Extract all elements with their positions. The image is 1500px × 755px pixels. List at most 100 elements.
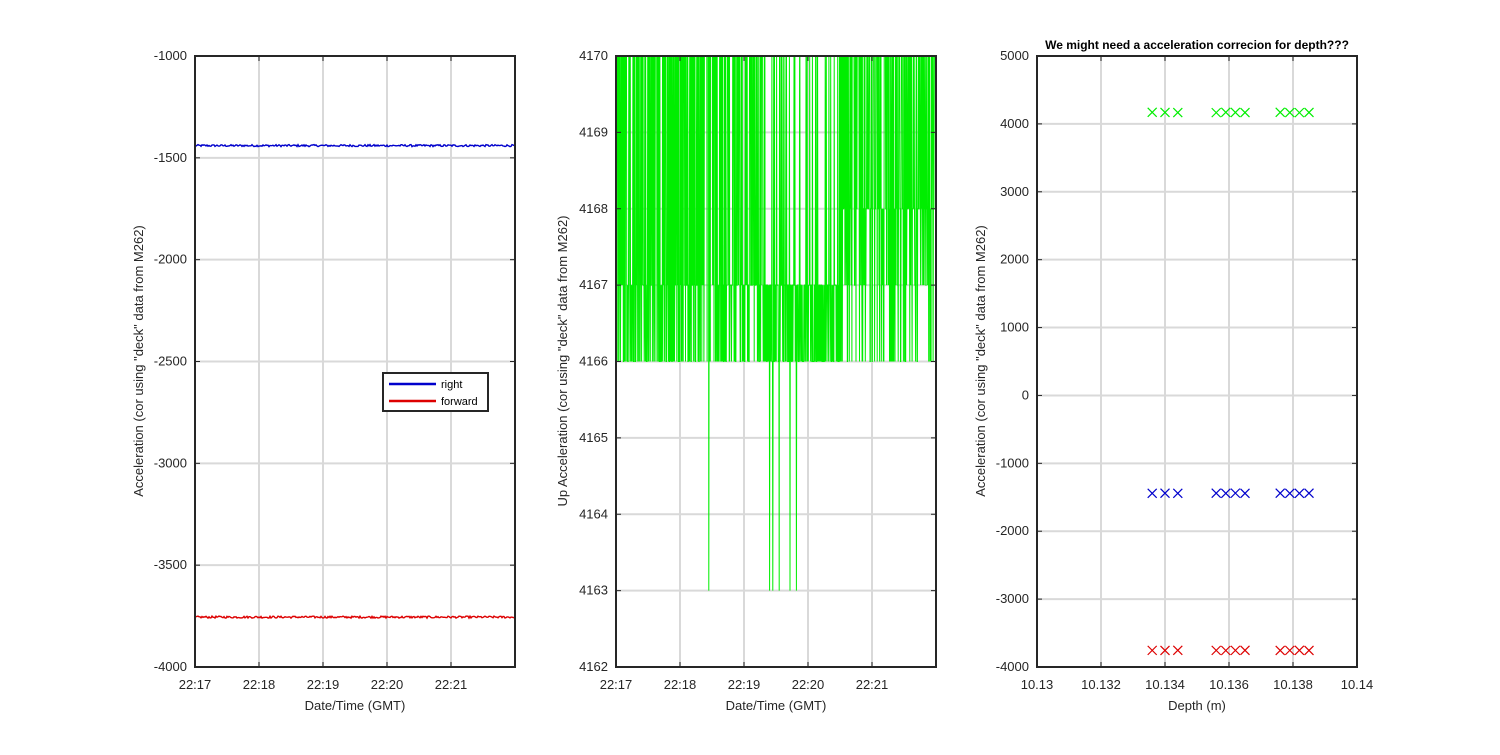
series-line-forward bbox=[194, 614, 516, 620]
marker-stroke bbox=[1147, 488, 1158, 499]
marker-stroke bbox=[1230, 107, 1241, 118]
marker-stroke bbox=[1147, 645, 1158, 656]
scatter-marker bbox=[1304, 107, 1314, 118]
y-tick-label: -3000 bbox=[996, 591, 1029, 606]
marker-stroke bbox=[1160, 107, 1170, 118]
marker-stroke bbox=[1275, 107, 1286, 118]
marker-stroke bbox=[1304, 645, 1314, 656]
scatter-marker bbox=[1211, 107, 1222, 118]
y-tick-label: 4164 bbox=[579, 506, 608, 521]
scatter-marker bbox=[1240, 488, 1250, 499]
scatter-marker bbox=[1284, 107, 1295, 118]
scatter-marker bbox=[1211, 645, 1222, 656]
scatter-marker bbox=[1160, 107, 1170, 118]
marker-stroke bbox=[1172, 107, 1183, 118]
scatter-marker bbox=[1172, 107, 1183, 118]
marker-stroke bbox=[1230, 645, 1241, 656]
x-tick-label: 22:18 bbox=[664, 677, 697, 692]
series-line-right bbox=[194, 143, 516, 148]
panel-3-xlabel: Depth (m) bbox=[1168, 698, 1226, 713]
panel-1-ylabel: Acceleration (cor using "deck" data from… bbox=[131, 225, 146, 497]
x-tick-label: 10.136 bbox=[1209, 677, 1249, 692]
marker-stroke bbox=[1172, 488, 1183, 499]
marker-stroke bbox=[1220, 488, 1231, 499]
y-tick-label: -3000 bbox=[154, 455, 187, 470]
y-tick-label: 3000 bbox=[1000, 184, 1029, 199]
scatter-marker bbox=[1230, 645, 1241, 656]
x-tick-label: 22:17 bbox=[179, 677, 212, 692]
y-tick-label: 4170 bbox=[579, 48, 608, 63]
x-tick-label: 22:19 bbox=[307, 677, 340, 692]
x-tick-label: 22:21 bbox=[856, 677, 889, 692]
y-tick-label: 4162 bbox=[579, 659, 608, 674]
scatter-marker bbox=[1294, 107, 1305, 118]
panel-2-up-acceleration: 22:17 22:18 22:19 22:20 22:21 4170 4169 4168 416… bbox=[555, 48, 937, 713]
marker-stroke bbox=[1294, 645, 1305, 656]
marker-stroke bbox=[1240, 645, 1250, 656]
scatter-marker bbox=[1240, 645, 1250, 656]
panel-3-grid bbox=[1037, 56, 1357, 667]
x-tick-label: 22:20 bbox=[792, 677, 825, 692]
marker-stroke bbox=[1211, 488, 1222, 499]
panel-1-ticks: 22:17 22:18 22:19 22:20 22:21 -1000 -1500 -2000… bbox=[154, 48, 515, 692]
scatter-marker bbox=[1147, 488, 1158, 499]
scatter-marker bbox=[1275, 107, 1286, 118]
scatter-marker bbox=[1284, 645, 1295, 656]
y-tick-label: -1000 bbox=[154, 48, 187, 63]
y-tick-label: -2000 bbox=[996, 523, 1029, 538]
marker-stroke bbox=[1304, 488, 1314, 499]
y-tick-label: 4169 bbox=[579, 124, 608, 139]
scatter-marker bbox=[1275, 488, 1286, 499]
panel-2-ticks: 22:17 22:18 22:19 22:20 22:21 4170 4169 4168 416… bbox=[579, 48, 936, 692]
x-tick-label: 22:19 bbox=[728, 677, 761, 692]
y-tick-label: -4000 bbox=[996, 659, 1029, 674]
marker-stroke bbox=[1275, 645, 1286, 656]
marker-stroke bbox=[1284, 645, 1295, 656]
marker-stroke bbox=[1294, 488, 1305, 499]
panel-1-grid bbox=[195, 56, 515, 667]
y-tick-label: 5000 bbox=[1000, 48, 1029, 63]
scatter-marker bbox=[1230, 488, 1241, 499]
y-tick-label: -1000 bbox=[996, 455, 1029, 470]
marker-stroke bbox=[1172, 645, 1183, 656]
marker-stroke bbox=[1240, 107, 1250, 118]
y-tick-label: -1500 bbox=[154, 150, 187, 165]
marker-stroke bbox=[1230, 488, 1241, 499]
y-tick-label: 4168 bbox=[579, 201, 608, 216]
panel-1-xlabel: Date/Time (GMT) bbox=[305, 698, 406, 713]
panel-2-series bbox=[615, 55, 937, 591]
scatter-marker bbox=[1304, 645, 1314, 656]
marker-stroke bbox=[1160, 645, 1170, 656]
y-tick-label: 0 bbox=[1022, 387, 1029, 402]
marker-stroke bbox=[1240, 488, 1250, 499]
y-tick-label: -4000 bbox=[154, 659, 187, 674]
marker-stroke bbox=[1220, 645, 1231, 656]
scatter-marker bbox=[1172, 645, 1183, 656]
marker-stroke bbox=[1160, 488, 1170, 499]
y-tick-label: 2000 bbox=[1000, 252, 1029, 267]
scatter-marker bbox=[1172, 488, 1183, 499]
y-tick-label: 4167 bbox=[579, 277, 608, 292]
x-tick-label: 10.13 bbox=[1021, 677, 1054, 692]
panel-1-legend[interactable]: right forward bbox=[382, 372, 489, 412]
marker-stroke bbox=[1294, 107, 1305, 118]
y-tick-label: 1000 bbox=[1000, 320, 1029, 335]
panel-3-acceleration-vs-depth: 10.13 10.132 10.134 10.136 10.138 10.14 5000 40… bbox=[973, 38, 1373, 713]
panel-1-series bbox=[194, 143, 516, 620]
scatter-marker bbox=[1160, 488, 1170, 499]
y-tick-label: 4165 bbox=[579, 430, 608, 445]
marker-stroke bbox=[1211, 645, 1222, 656]
scatter-marker bbox=[1147, 645, 1158, 656]
marker-stroke bbox=[1275, 488, 1286, 499]
y-tick-label: 4163 bbox=[579, 583, 608, 598]
scatter-marker bbox=[1275, 645, 1286, 656]
y-tick-label: -2000 bbox=[154, 252, 187, 267]
scatter-marker bbox=[1294, 645, 1305, 656]
series-line-up bbox=[615, 55, 937, 591]
scatter-marker bbox=[1160, 645, 1170, 656]
scatter-marker bbox=[1220, 488, 1231, 499]
marker-stroke bbox=[1211, 107, 1222, 118]
scatter-marker bbox=[1230, 107, 1241, 118]
marker-stroke bbox=[1220, 107, 1231, 118]
